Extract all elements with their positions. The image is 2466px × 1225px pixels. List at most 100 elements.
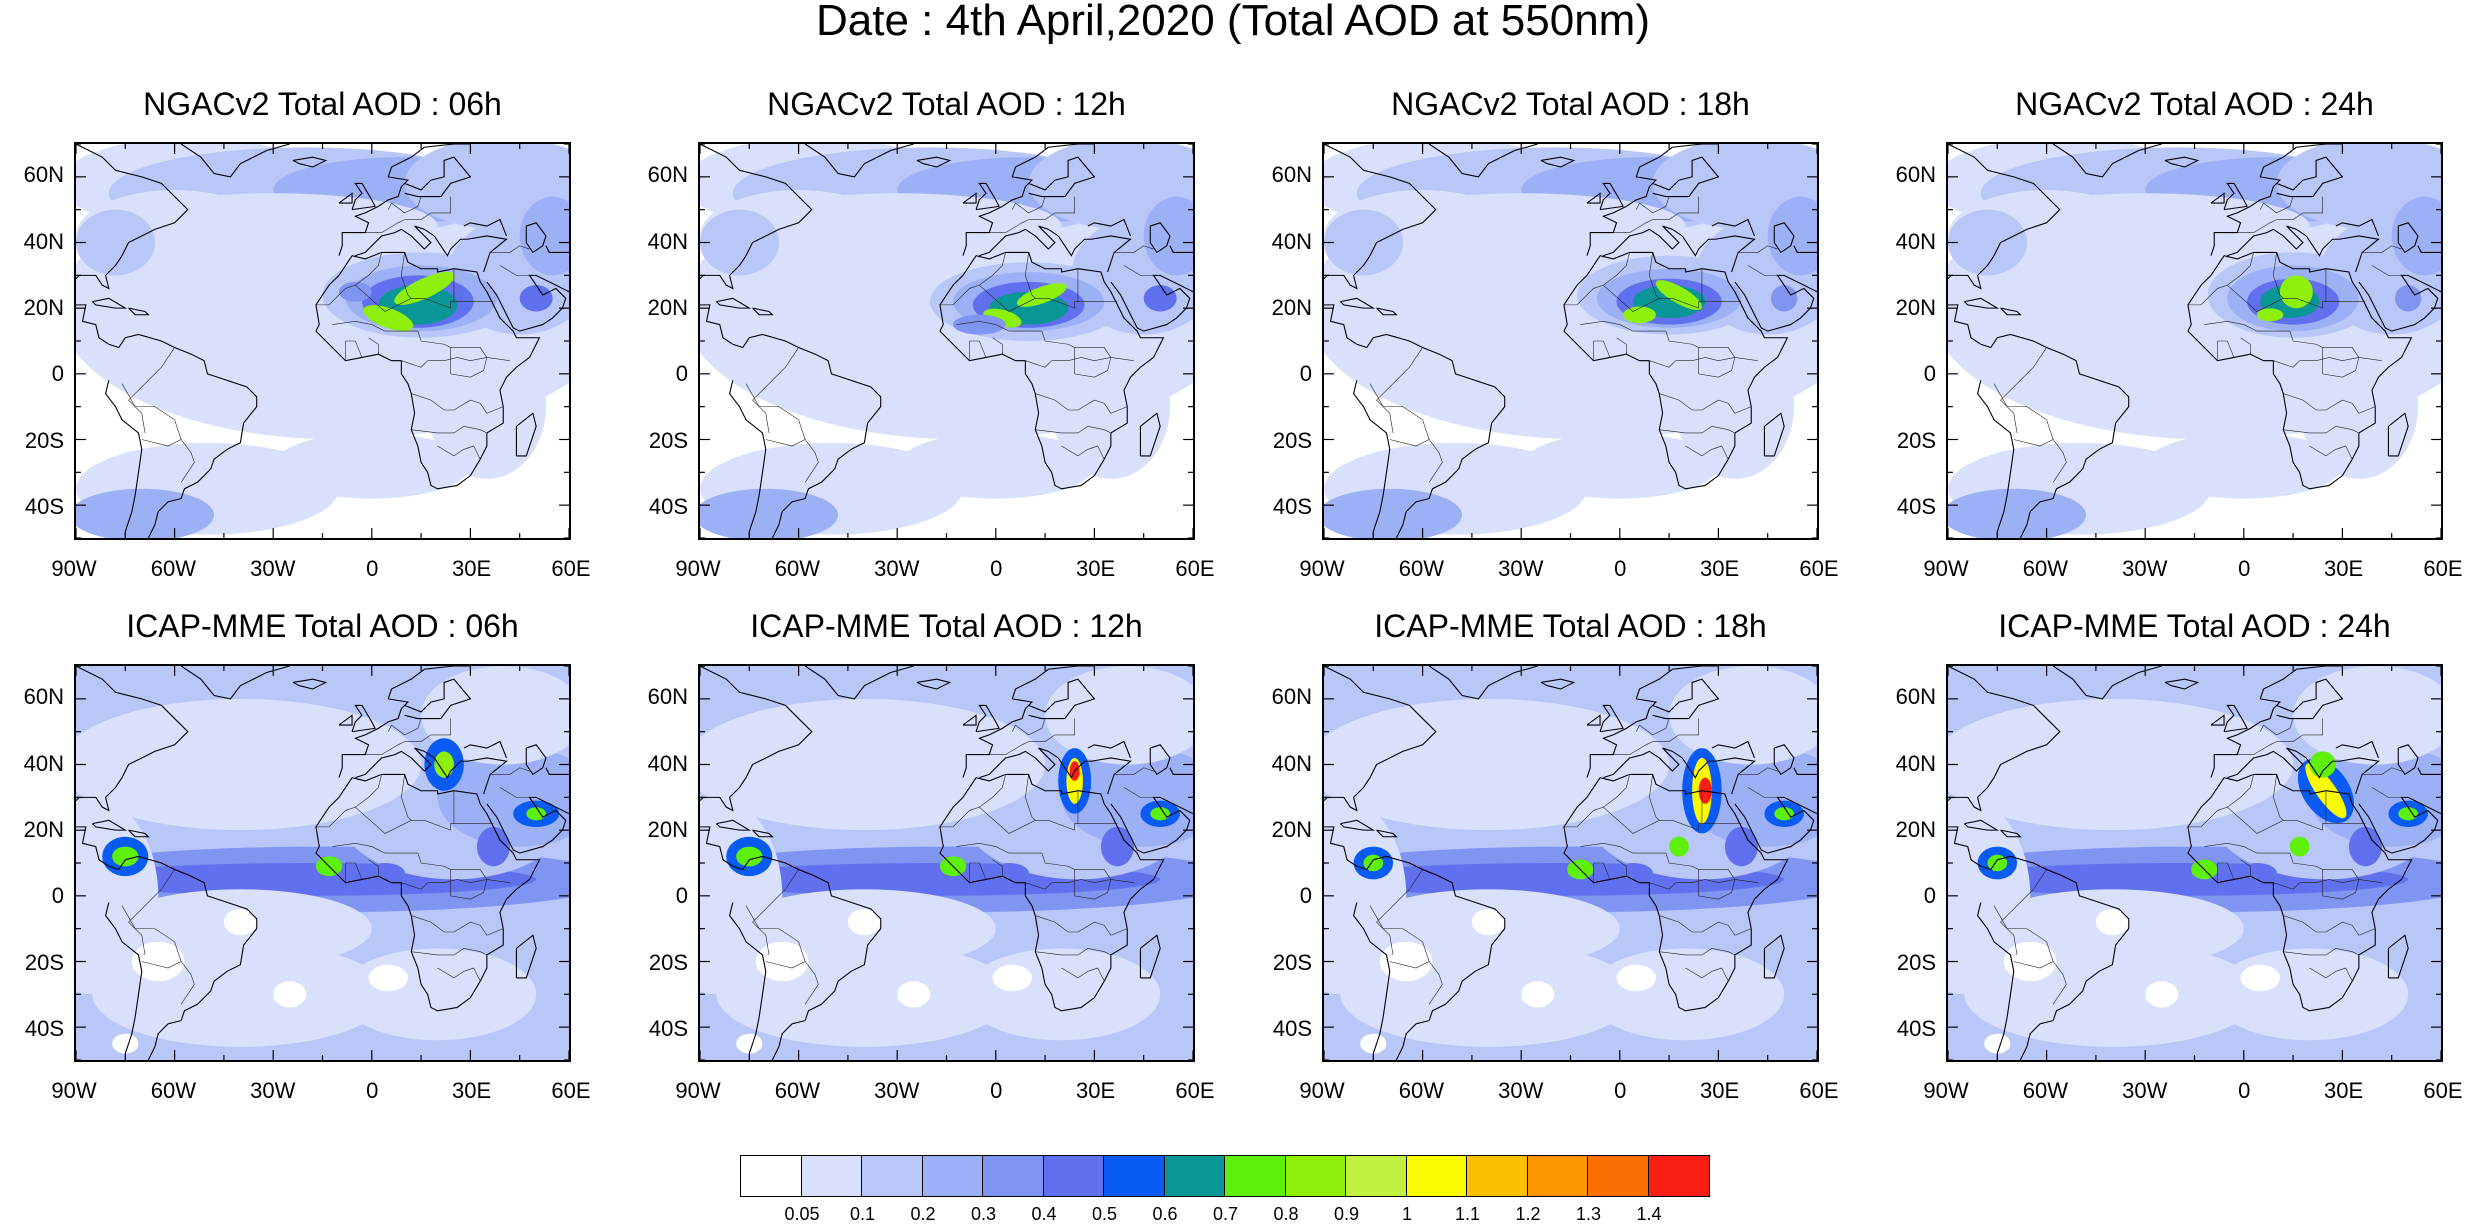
aod-shade xyxy=(1360,1034,1386,1054)
lon-tick-label: 60E xyxy=(1160,1078,1230,1104)
map-panel xyxy=(698,142,1195,540)
lon-tick-label: 90W xyxy=(663,1078,733,1104)
lat-tick-label: 20S xyxy=(1876,428,1936,454)
lon-tick-label: 0 xyxy=(1585,1078,1655,1104)
aod-shade xyxy=(2398,807,2418,820)
map-panel xyxy=(1322,142,1819,540)
map-panel xyxy=(74,664,571,1062)
lat-tick-label: 40N xyxy=(628,751,688,777)
lon-tick-label: 30W xyxy=(1486,1078,1556,1104)
colorbar-box xyxy=(741,1156,802,1196)
lat-tick-label: 20S xyxy=(4,950,64,976)
lon-tick-label: 30E xyxy=(1061,556,1131,582)
aod-shade xyxy=(2309,751,2335,777)
map-panel xyxy=(74,142,571,540)
aod-shade xyxy=(1472,909,1505,935)
lat-tick-label: 40N xyxy=(1252,229,1312,255)
aod-shade xyxy=(953,315,1006,335)
lon-tick-label: 30W xyxy=(238,556,308,582)
aod-shade xyxy=(2395,285,2421,311)
lat-tick-label: 40N xyxy=(628,229,688,255)
lat-tick-label: 0 xyxy=(4,883,64,909)
aod-field-map xyxy=(700,144,1193,538)
lat-tick-label: 20N xyxy=(4,295,64,321)
lon-tick-label: 0 xyxy=(961,1078,1031,1104)
lon-tick-label: 90W xyxy=(39,556,109,582)
aod-shade xyxy=(1144,285,1177,311)
panel-title: ICAP-MME Total AOD : 24h xyxy=(1915,608,2466,645)
aod-field-map xyxy=(1324,144,1817,538)
aod-shade xyxy=(1150,807,1170,820)
aod-shade xyxy=(2145,981,2178,1007)
colorbar-box xyxy=(1407,1156,1468,1196)
lat-tick-label: 20N xyxy=(1876,817,1936,843)
lon-tick-label: 0 xyxy=(1585,556,1655,582)
lon-tick-label: 60E xyxy=(2408,1078,2466,1104)
lon-tick-label: 30W xyxy=(2110,1078,2180,1104)
lat-tick-label: 60N xyxy=(628,684,688,710)
aod-shade xyxy=(1984,1034,2010,1054)
aod-shade xyxy=(1363,855,1383,871)
colorbar-box xyxy=(1165,1156,1226,1196)
aod-shade xyxy=(1987,855,2007,871)
aod-shade xyxy=(993,965,1032,991)
lat-tick-label: 20N xyxy=(1252,295,1312,321)
lat-tick-label: 60N xyxy=(1252,162,1312,188)
aod-shade xyxy=(1587,948,1784,1040)
lon-tick-label: 90W xyxy=(1911,556,1981,582)
lon-tick-label: 60W xyxy=(2010,556,2080,582)
map-panel xyxy=(698,664,1195,1062)
panel-title: NGACv2 Total AOD : 06h xyxy=(43,86,603,123)
lat-tick-label: 20S xyxy=(628,950,688,976)
panel-title: NGACv2 Total AOD : 12h xyxy=(667,86,1227,123)
lon-tick-label: 30W xyxy=(862,556,932,582)
lon-tick-label: 60W xyxy=(138,556,208,582)
map-panel xyxy=(1946,142,2443,540)
colorbar-box xyxy=(983,1156,1044,1196)
lon-tick-label: 60E xyxy=(2408,556,2466,582)
lat-tick-label: 40N xyxy=(4,751,64,777)
lat-tick-label: 60N xyxy=(1876,684,1936,710)
lon-tick-label: 60W xyxy=(1386,1078,1456,1104)
lat-tick-label: 20S xyxy=(1252,950,1312,976)
lon-tick-label: 60W xyxy=(138,1078,208,1104)
lat-tick-label: 0 xyxy=(1876,883,1936,909)
aod-field-map xyxy=(1948,144,2441,538)
lon-tick-label: 60E xyxy=(1784,556,1854,582)
colorbar-box xyxy=(862,1156,923,1196)
lon-tick-label: 60W xyxy=(1386,556,1456,582)
lat-tick-label: 20N xyxy=(628,295,688,321)
lon-tick-label: 0 xyxy=(2209,1078,2279,1104)
lat-tick-label: 20N xyxy=(1252,817,1312,843)
aod-shade xyxy=(339,948,536,1040)
lon-tick-label: 30W xyxy=(1486,556,1556,582)
colorbar-box xyxy=(923,1156,984,1196)
lon-tick-label: 30W xyxy=(2110,556,2180,582)
panel-title: NGACv2 Total AOD : 18h xyxy=(1291,86,1851,123)
lat-tick-label: 40S xyxy=(1876,1016,1936,1042)
figure-title: Date : 4th April,2020 (Total AOD at 550n… xyxy=(0,0,2466,46)
lon-tick-label: 30W xyxy=(238,1078,308,1104)
colorbar-box xyxy=(1286,1156,1347,1196)
aod-shade xyxy=(112,1034,138,1054)
aod-shade xyxy=(1669,837,1689,857)
aod-field-map xyxy=(1324,666,1817,1060)
aod-field-map xyxy=(76,666,569,1060)
lat-tick-label: 40N xyxy=(1876,751,1936,777)
colorbar-box xyxy=(1588,1156,1649,1196)
colorbar-box xyxy=(1104,1156,1165,1196)
lat-tick-label: 20S xyxy=(1252,428,1312,454)
lat-tick-label: 40S xyxy=(1252,1016,1312,1042)
lat-tick-label: 40S xyxy=(628,1016,688,1042)
lon-tick-label: 90W xyxy=(1287,1078,1357,1104)
aod-field-map xyxy=(700,666,1193,1060)
colorbar-box xyxy=(1528,1156,1589,1196)
lon-tick-label: 30E xyxy=(437,556,507,582)
aod-shade xyxy=(963,948,1160,1040)
lon-tick-label: 90W xyxy=(1911,1078,1981,1104)
lon-tick-label: 60W xyxy=(2010,1078,2080,1104)
lat-tick-label: 20S xyxy=(1876,950,1936,976)
lat-tick-label: 20N xyxy=(4,817,64,843)
map-panel xyxy=(1322,664,1819,1062)
lon-tick-label: 30E xyxy=(1061,1078,1131,1104)
